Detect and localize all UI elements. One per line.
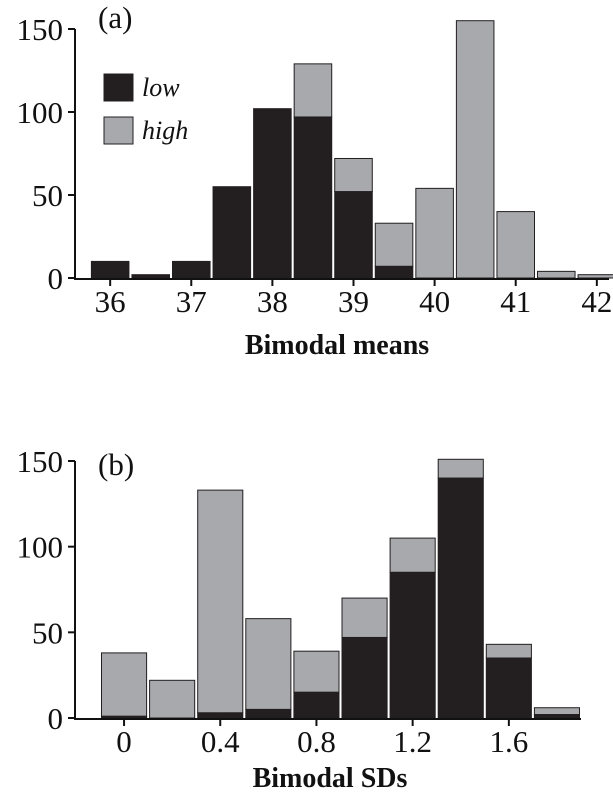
bar-high-a-6 [334, 157, 373, 193]
y-tick-label-b-2: 100 [17, 530, 64, 565]
legend-label-low: low [142, 73, 180, 102]
bar-high-b-4 [293, 650, 340, 693]
bar-low-a-1 [131, 274, 170, 279]
bar-low-a-2 [172, 260, 211, 279]
bar-low-a-7 [374, 265, 414, 279]
x-tick-label-a-5: 41 [500, 284, 531, 319]
bar-high-b-2 [197, 489, 244, 714]
x-axis-title-b: Bimodal SDs [253, 763, 408, 793]
x-tick-label-a-2: 38 [257, 284, 288, 319]
bar-high-b-0 [101, 652, 148, 717]
panel-a-label: (a) [98, 0, 132, 35]
bar-high-b-7 [437, 458, 484, 479]
bar-high-b-3 [245, 618, 292, 710]
legend-swatch-low [103, 73, 134, 102]
x-tick-label-a-3: 39 [338, 284, 369, 319]
bar-low-b-8 [485, 657, 532, 719]
y-tick-label-a-2: 100 [17, 95, 64, 130]
x-tick-label-b-1: 0.4 [201, 724, 240, 759]
x-tick-label-b-3: 1.2 [393, 724, 432, 759]
bar-low-b-0 [101, 715, 148, 719]
bar-low-b-6 [389, 571, 436, 719]
bar-high-a-5 [293, 63, 333, 118]
x-axis-a: 36 37 38 39 40 41 42 [74, 278, 612, 319]
x-tick-label-b-0: 0 [116, 724, 132, 759]
y-tick-label-a-1: 50 [32, 178, 63, 213]
y-axis-b: 0 50 100 150 [17, 444, 76, 736]
panel-b: (b) 0 50 100 150 0 0.4 0.8 1.2 1.6 Bimodal SDs [17, 444, 581, 793]
bar-low-b-4 [293, 691, 340, 719]
x-axis-title-a: Bimodal means [245, 330, 429, 361]
bar-low-b-7 [437, 477, 484, 719]
y-tick-label-b-0: 0 [48, 701, 64, 736]
bars-a [90, 20, 613, 279]
y-tick-label-a-3: 150 [17, 12, 64, 47]
bar-high-a-7 [374, 222, 414, 267]
x-tick-label-b-2: 0.8 [297, 724, 336, 759]
bar-low-b-3 [245, 708, 292, 719]
bar-low-a-4 [253, 108, 292, 279]
legend-label-high: high [142, 116, 188, 145]
y-tick-label-a-0: 0 [48, 261, 64, 296]
bar-low-a-5 [293, 116, 333, 279]
x-tick-label-a-0: 36 [95, 284, 126, 319]
bar-low-b-5 [341, 636, 388, 719]
bars-b [101, 458, 581, 719]
y-axis-a: 0 50 100 150 [17, 12, 76, 296]
bar-high-b-8 [485, 643, 532, 659]
y-tick-label-b-3: 150 [17, 444, 64, 479]
bar-high-b-6 [389, 537, 436, 573]
x-tick-label-a-4: 40 [419, 284, 450, 319]
legend-swatch-high [103, 116, 134, 145]
bar-low-a-0 [90, 260, 130, 279]
x-tick-label-a-6: 42 [581, 284, 612, 319]
bar-low-a-3 [212, 186, 252, 279]
bar-high-a-12 [577, 274, 613, 279]
y-tick-label-b-1: 50 [32, 615, 63, 650]
bar-high-a-11 [537, 270, 576, 279]
x-tick-label-a-1: 37 [176, 284, 207, 319]
bar-low-b-2 [197, 712, 244, 719]
panel-b-label: (b) [98, 447, 134, 482]
bar-high-a-9 [455, 20, 495, 279]
bar-high-b-1 [149, 679, 196, 719]
bar-high-a-10 [496, 211, 536, 279]
bar-low-b-9 [533, 714, 581, 719]
bar-high-b-9 [533, 707, 581, 716]
x-tick-label-b-4: 1.6 [489, 724, 528, 759]
panel-a: (a) low high 0 50 100 150 36 37 38 39 40 41 42 Bi… [17, 0, 613, 361]
bar-low-a-6 [334, 191, 373, 279]
legend: low high [103, 73, 188, 145]
bar-high-b-5 [341, 597, 388, 638]
x-axis-b: 0 0.4 0.8 1.2 1.6 [74, 718, 581, 759]
bar-high-a-8 [415, 187, 454, 279]
